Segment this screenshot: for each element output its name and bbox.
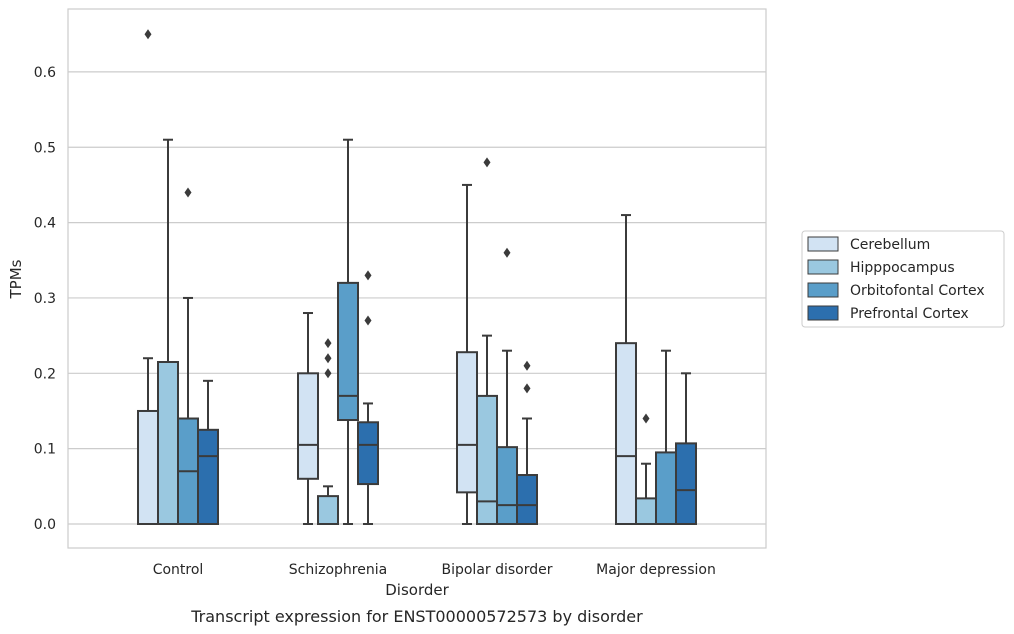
y-tick-label: 0.4	[34, 216, 56, 232]
box-series	[137, 29, 697, 526]
box-body	[197, 428, 219, 525]
box-body	[456, 351, 478, 494]
box-hipppocampus	[635, 413, 657, 526]
x-tick-label: Major depression	[596, 562, 716, 578]
legend-label: Cerebellum	[850, 237, 930, 253]
box-orbitofontal-cortex	[655, 349, 677, 526]
y-tick-labels: 0.0 0.1 0.2 0.3 0.4 0.5 0.6	[34, 65, 56, 533]
box-orbitofontal-cortex	[337, 138, 359, 525]
box-body	[137, 409, 159, 526]
outlier-point	[642, 413, 650, 424]
legend-swatch	[807, 259, 839, 275]
box-orbitofontal-cortex	[177, 187, 199, 526]
y-tick-label: 0.3	[34, 291, 56, 307]
outlier-point	[364, 315, 372, 326]
y-tick-label: 0.6	[34, 65, 56, 81]
legend: Cerebellum Hipppocampus Orbitofontal Corte…	[801, 230, 1005, 328]
outlier-point	[324, 353, 332, 364]
outlier-point	[144, 29, 152, 40]
outlier-point	[324, 338, 332, 349]
box-body	[496, 446, 518, 526]
box-cerebellum	[456, 183, 478, 525]
box-body	[655, 451, 677, 526]
box-prefrontal-cortex	[516, 360, 538, 525]
box-hipppocampus	[157, 138, 179, 525]
outlier-point	[503, 247, 511, 258]
box-body	[476, 394, 498, 525]
outlier-point	[364, 270, 372, 281]
box-body	[516, 474, 538, 525]
box-body	[615, 342, 637, 525]
box-prefrontal-cortex	[675, 372, 697, 525]
outlier-point	[483, 157, 491, 168]
outlier-point	[184, 187, 192, 198]
outlier-point	[324, 368, 332, 379]
chart-caption: Transcript expression for ENST0000057257…	[190, 607, 643, 626]
box-body	[635, 497, 657, 526]
legend-swatch	[807, 305, 839, 321]
y-tick-label: 0.5	[34, 140, 56, 156]
legend-frame	[801, 230, 1005, 328]
box-body	[675, 442, 697, 525]
box-body	[317, 495, 339, 526]
box-body	[357, 421, 379, 486]
box-cerebellum	[297, 312, 319, 525]
x-tick-label: Schizophrenia	[289, 562, 387, 578]
x-tick-labels: Control Schizophrenia Bipolar disorder Majo…	[153, 562, 716, 578]
legend-swatch	[807, 282, 839, 298]
x-tick-label: Bipolar disorder	[441, 562, 552, 578]
y-axis-label: TPMs	[7, 259, 25, 299]
x-axis-label: Disorder	[385, 581, 449, 599]
box-orbitofontal-cortex	[496, 247, 518, 526]
box-hipppocampus	[317, 338, 339, 526]
box-body	[297, 372, 319, 480]
x-tick-label: Control	[153, 562, 204, 578]
box-hipppocampus	[476, 157, 498, 525]
y-tick-label: 0.2	[34, 366, 56, 382]
outlier-point	[523, 360, 531, 371]
legend-label: Prefrontal Cortex	[850, 306, 969, 322]
plot-frame	[67, 8, 767, 549]
y-tick-label: 0.1	[34, 442, 56, 458]
box-body	[337, 281, 359, 422]
legend-swatch	[807, 236, 839, 252]
y-tick-label: 0.0	[34, 517, 56, 533]
box-prefrontal-cortex	[357, 270, 379, 525]
box-cerebellum	[615, 214, 637, 525]
legend-label: Hipppocampus	[850, 260, 955, 276]
outlier-point	[523, 383, 531, 394]
box-prefrontal-cortex	[197, 379, 219, 525]
legend-label: Orbitofontal Cortex	[850, 283, 985, 299]
box-body	[157, 360, 179, 525]
box-cerebellum	[137, 29, 159, 526]
